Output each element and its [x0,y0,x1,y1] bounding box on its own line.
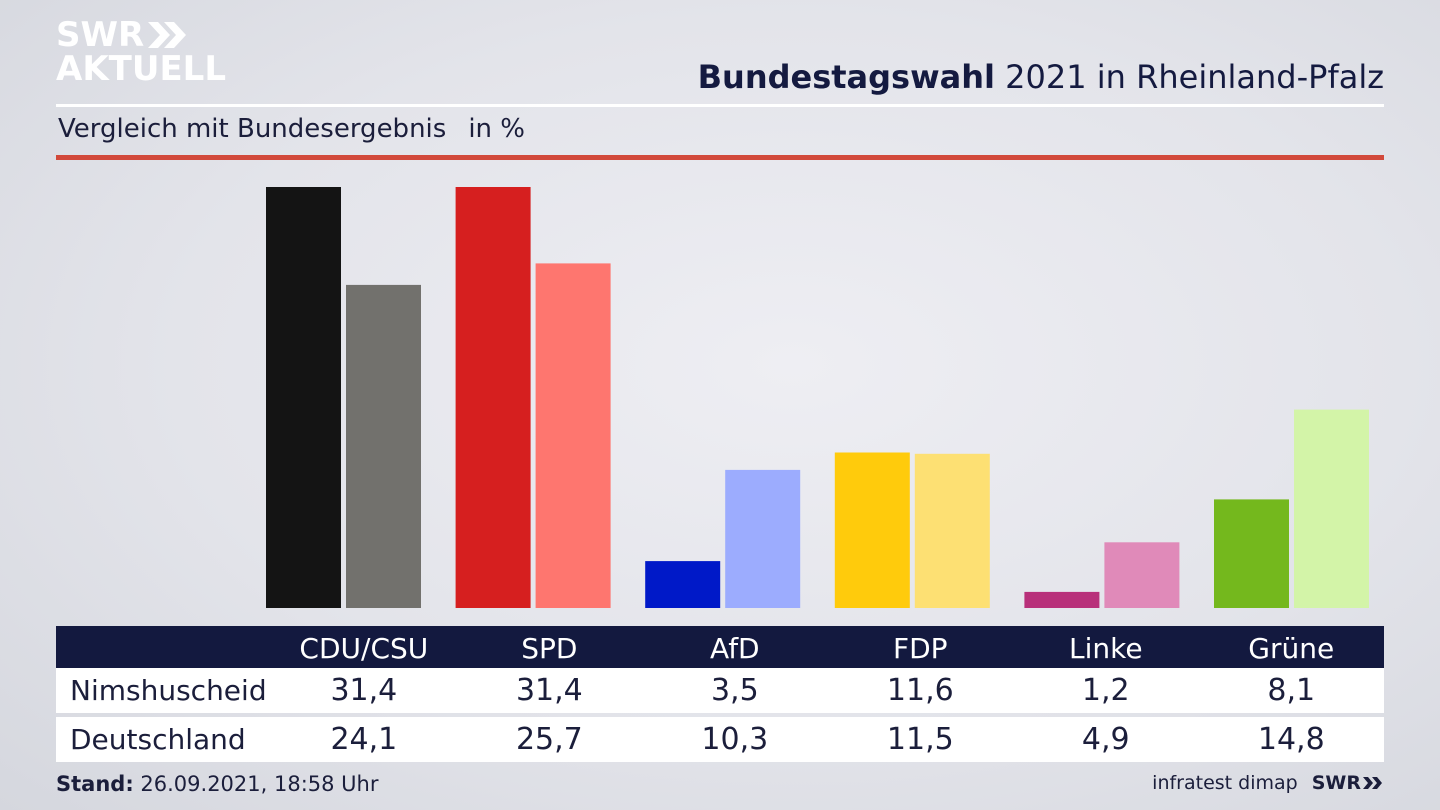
table-header-cell: CDU/CSU [299,632,429,665]
bar-fdp-nimshuscheid [834,452,910,608]
title-bold: Bundestagswahl [697,58,995,96]
bar-cdu-csu-deutschland [346,284,421,608]
table-cell: 1,2 [1081,673,1130,708]
row-label: Deutschland [70,723,246,756]
table-header-cell: FDP [893,632,948,665]
source-credit: infratest dimap SWR [1152,772,1384,794]
title-rest: 2021 in Rheinland-Pfalz [995,58,1384,96]
bar-cdu-csu-nimshuscheid [266,187,341,608]
table-header-cell: SPD [521,632,578,665]
bar-spd-nimshuscheid [455,187,531,608]
stand-value: 26.09.2021, 18:58 Uhr [133,772,379,796]
table-cell: 11,5 [886,722,954,757]
table-cell: 24,1 [330,722,398,757]
results-table: CDU/CSU SPD AfD FDP Linke Grüne Nimshusc… [56,626,1384,762]
bar-gr-ne-nimshuscheid [1214,499,1289,608]
subtitle-text: Vergleich mit Bundesergebnis [58,114,447,144]
table-header-cell: Linke [1069,632,1143,665]
timestamp: Stand: 26.09.2021, 18:58 Uhr [56,772,379,796]
subtitle-unit: in % [468,114,525,144]
page-title: Bundestagswahl 2021 in Rheinland-Pfalz [698,58,1384,96]
swr-aktuell-logo: SWR AKTUELL [56,18,226,86]
table-row: Deutschland 24,1 25,7 10,3 11,5 4,9 14,8 [56,717,1384,762]
bar-linke-deutschland [1104,542,1180,608]
row-label: Nimshuscheid [70,674,267,707]
table-cell: 4,9 [1081,722,1130,757]
accent-divider [56,155,1384,160]
swr-brand: SWR [1312,772,1384,794]
table-cell: 14,8 [1257,722,1325,757]
table-cell: 11,6 [886,673,954,708]
logo-swr-text: SWR [56,15,145,55]
bar-gr-ne-deutschland [1294,409,1369,608]
source-text: infratest dimap [1152,772,1298,794]
table-row: Nimshuscheid 31,4 31,4 3,5 11,6 1,2 8,1 [56,668,1384,713]
double-chevron-right-icon [1363,777,1382,789]
double-chevron-right-icon [148,22,187,48]
table-cell: 8,1 [1267,673,1316,708]
table-cell: 3,5 [710,673,759,708]
chart-subtitle: Vergleich mit Bundesergebnis in % [58,114,525,144]
swr-brand-text: SWR [1311,772,1361,794]
header-divider [56,104,1384,107]
table-header-cell: Grüne [1248,632,1335,665]
bar-afd-nimshuscheid [645,561,721,608]
bar-fdp-deutschland [914,453,990,608]
table-header-spacer [56,626,271,668]
bar-spd-deutschland [535,263,611,608]
logo-aktuell-text: AKTUELL [56,49,227,89]
table-header: CDU/CSU SPD AfD FDP Linke Grüne [56,626,1384,668]
bar-linke-nimshuscheid [1024,591,1100,608]
table-header-cell: AfD [710,632,760,665]
bar-chart [266,187,1369,608]
table-cell: 31,4 [515,673,583,708]
table-cell: 25,7 [515,722,583,757]
table-cell: 31,4 [330,673,398,708]
stand-label: Stand: [56,772,134,796]
bar-afd-deutschland [725,469,801,608]
table-cell: 10,3 [701,722,769,757]
